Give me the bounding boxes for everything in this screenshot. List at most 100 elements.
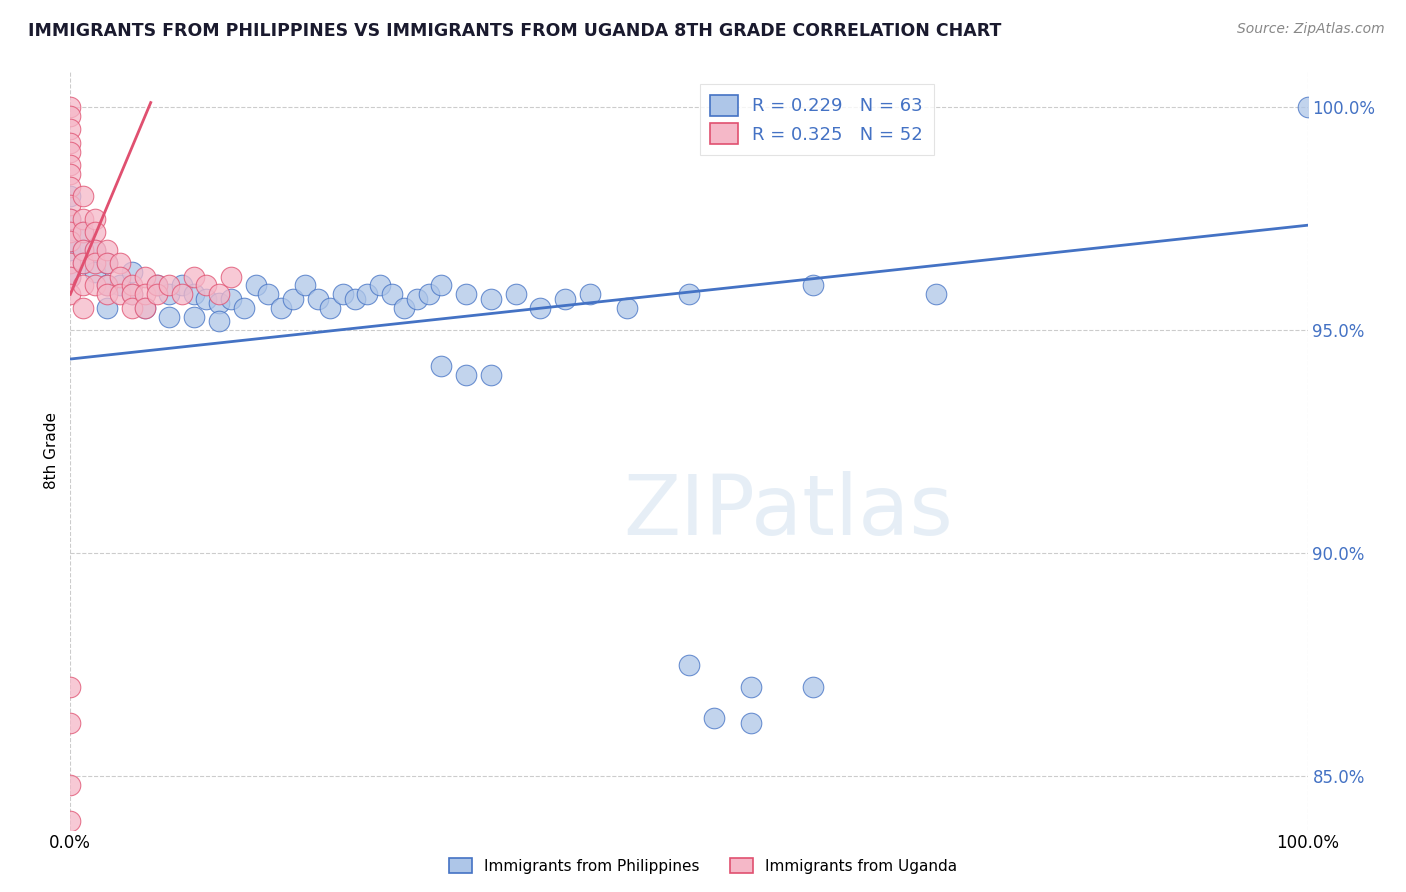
Point [157,310,180,324]
Legend: Immigrants from Philippines, Immigrants from Uganda: Immigrants from Philippines, Immigrants … [443,852,963,880]
Point [59,211,82,226]
Legend: R = 0.229   N = 63, R = 0.325   N = 52: R = 0.229 N = 63, R = 0.325 N = 52 [700,84,934,155]
Point [195,278,218,293]
Point [343,292,366,306]
Point [59,287,82,301]
Point [59,243,82,257]
Point [96,287,118,301]
Point [59,145,82,159]
Point [170,287,193,301]
Point [96,243,118,257]
Point [740,680,762,694]
Point [368,278,391,293]
Point [183,269,205,284]
Point [72,278,94,293]
Point [219,269,242,284]
Point [925,287,948,301]
Point [59,180,82,194]
Point [96,278,118,293]
Point [59,256,82,270]
Point [479,368,502,382]
Point [84,243,107,257]
Point [356,287,378,301]
Point [801,278,824,293]
Point [84,225,107,239]
Point [59,814,82,828]
Point [394,301,416,315]
Point [59,234,82,248]
Point [96,256,118,270]
Point [96,301,118,315]
Point [59,225,82,239]
Point [195,292,218,306]
Point [703,711,725,725]
Point [134,301,156,315]
Point [96,256,118,270]
Point [59,680,82,694]
Point [121,278,143,293]
Point [208,296,231,310]
Point [59,167,82,181]
Point [84,211,107,226]
Point [232,301,254,315]
Point [84,265,107,279]
Point [208,287,231,301]
Point [307,292,329,306]
Point [59,211,82,226]
Point [59,158,82,172]
Point [183,310,205,324]
Point [270,301,292,315]
Point [96,278,118,293]
Point [281,292,304,306]
Point [72,301,94,315]
Text: IMMIGRANTS FROM PHILIPPINES VS IMMIGRANTS FROM UGANDA 8TH GRADE CORRELATION CHAR: IMMIGRANTS FROM PHILIPPINES VS IMMIGRANT… [28,22,1001,40]
Point [121,301,143,315]
Point [59,189,82,203]
Point [157,287,180,301]
Point [108,269,131,284]
Point [121,287,143,301]
Point [108,278,131,293]
Point [678,287,700,301]
Point [59,269,82,284]
Point [405,292,427,306]
Point [616,301,638,315]
Point [59,100,82,114]
Point [294,278,316,293]
Point [146,278,169,293]
Point [740,715,762,730]
Point [529,301,551,315]
Point [430,359,453,373]
Point [84,278,107,293]
Point [59,715,82,730]
Point [72,211,94,226]
Text: ZIPatlas: ZIPatlas [623,471,953,551]
Point [59,269,82,284]
Point [59,234,82,248]
Point [59,198,82,212]
Point [579,287,602,301]
Point [219,292,242,306]
Point [84,243,107,257]
Point [72,225,94,239]
Point [170,278,193,293]
Point [157,278,180,293]
Point [554,292,576,306]
Point [381,287,404,301]
Point [121,265,143,279]
Point [183,287,205,301]
Point [72,256,94,270]
Point [146,278,169,293]
Point [121,287,143,301]
Point [59,109,82,123]
Point [72,189,94,203]
Point [72,225,94,239]
Point [59,122,82,136]
Point [134,287,156,301]
Point [72,256,94,270]
Point [59,778,82,792]
Text: Source: ZipAtlas.com: Source: ZipAtlas.com [1237,22,1385,37]
Point [257,287,280,301]
Point [84,256,107,270]
Point [418,287,440,301]
